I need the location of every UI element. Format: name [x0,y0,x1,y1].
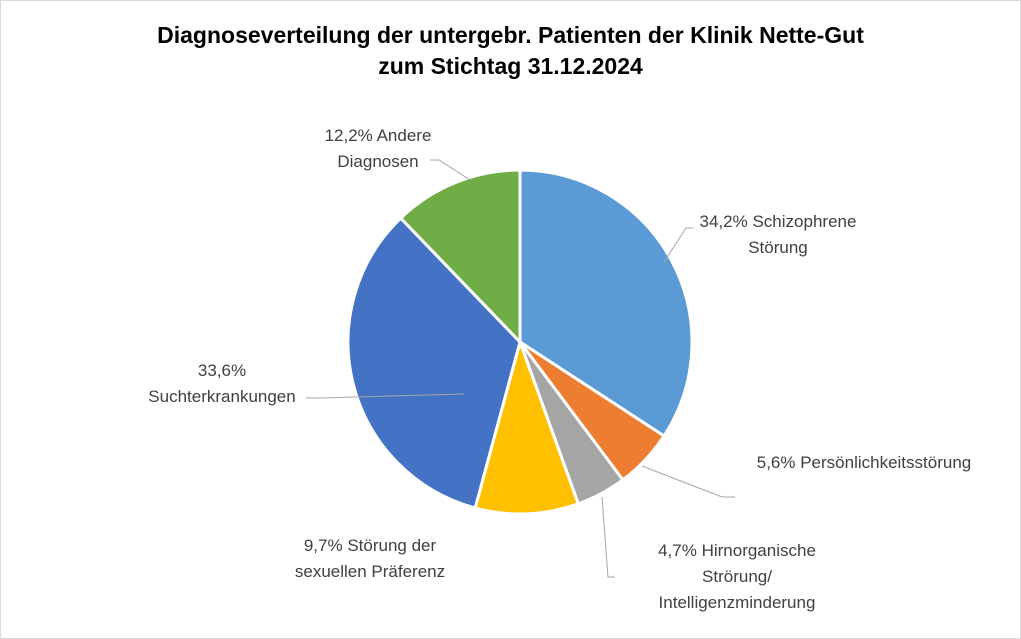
data-label-6: 12,2% Andere Diagnosen [325,126,432,171]
leader-lines [306,159,735,578]
data-label-4-line-1: 9,7% Störung der [304,536,437,555]
data-label-5: 33,6% Suchterkrankungen [148,361,295,406]
chart-title-line-2: zum Stichtag 31.12.2024 [378,53,643,79]
chart-title-line-1: Diagnoseverteilung der untergebr. Patien… [157,22,864,48]
data-label-3-line-2: Strörung/ [702,567,772,586]
data-label-4: 9,7% Störung der sexuellen Präferenz [295,536,445,581]
leader-line-1 [663,227,693,263]
data-label-1-line-1: 34,2% Schizophrene [700,212,857,231]
data-label-5-line-2: Suchterkrankungen [148,387,295,406]
data-label-2: 5,6% Persönlichkeitsstörung [757,453,972,472]
data-label-3-line-3: Intelligenzminderung [659,593,816,612]
data-label-3-line-1: 4,7% Hirnorganische [658,541,816,560]
data-label-6-line-1: 12,2% Andere [325,126,432,145]
leader-line-6 [430,159,471,181]
data-label-5-line-1: 33,6% [198,361,246,380]
chart-title: Diagnoseverteilung der untergebr. Patien… [0,20,1021,82]
data-label-6-line-2: Diagnosen [337,152,418,171]
pie-slice-6 [399,168,522,344]
data-label-2-line-1: 5,6% Persönlichkeitsstörung [757,453,972,472]
data-label-4-line-2: sexuellen Präferenz [295,562,445,581]
leader-line-5 [306,393,465,399]
pie-slice-5 [346,216,522,510]
data-label-1-line-2: Störung [748,238,808,257]
data-label-3: 4,7% Hirnorganische Strörung/Intelligenzm… [658,541,816,612]
leader-line-3 [601,496,615,578]
pie-slice-4 [473,340,580,516]
pie-slices [346,168,694,516]
leader-line-2 [641,465,735,498]
data-labels: 34,2% Schizophrene Störung 5,6% Persönlich… [148,126,971,612]
data-label-1: 34,2% Schizophrene Störung [700,212,857,257]
